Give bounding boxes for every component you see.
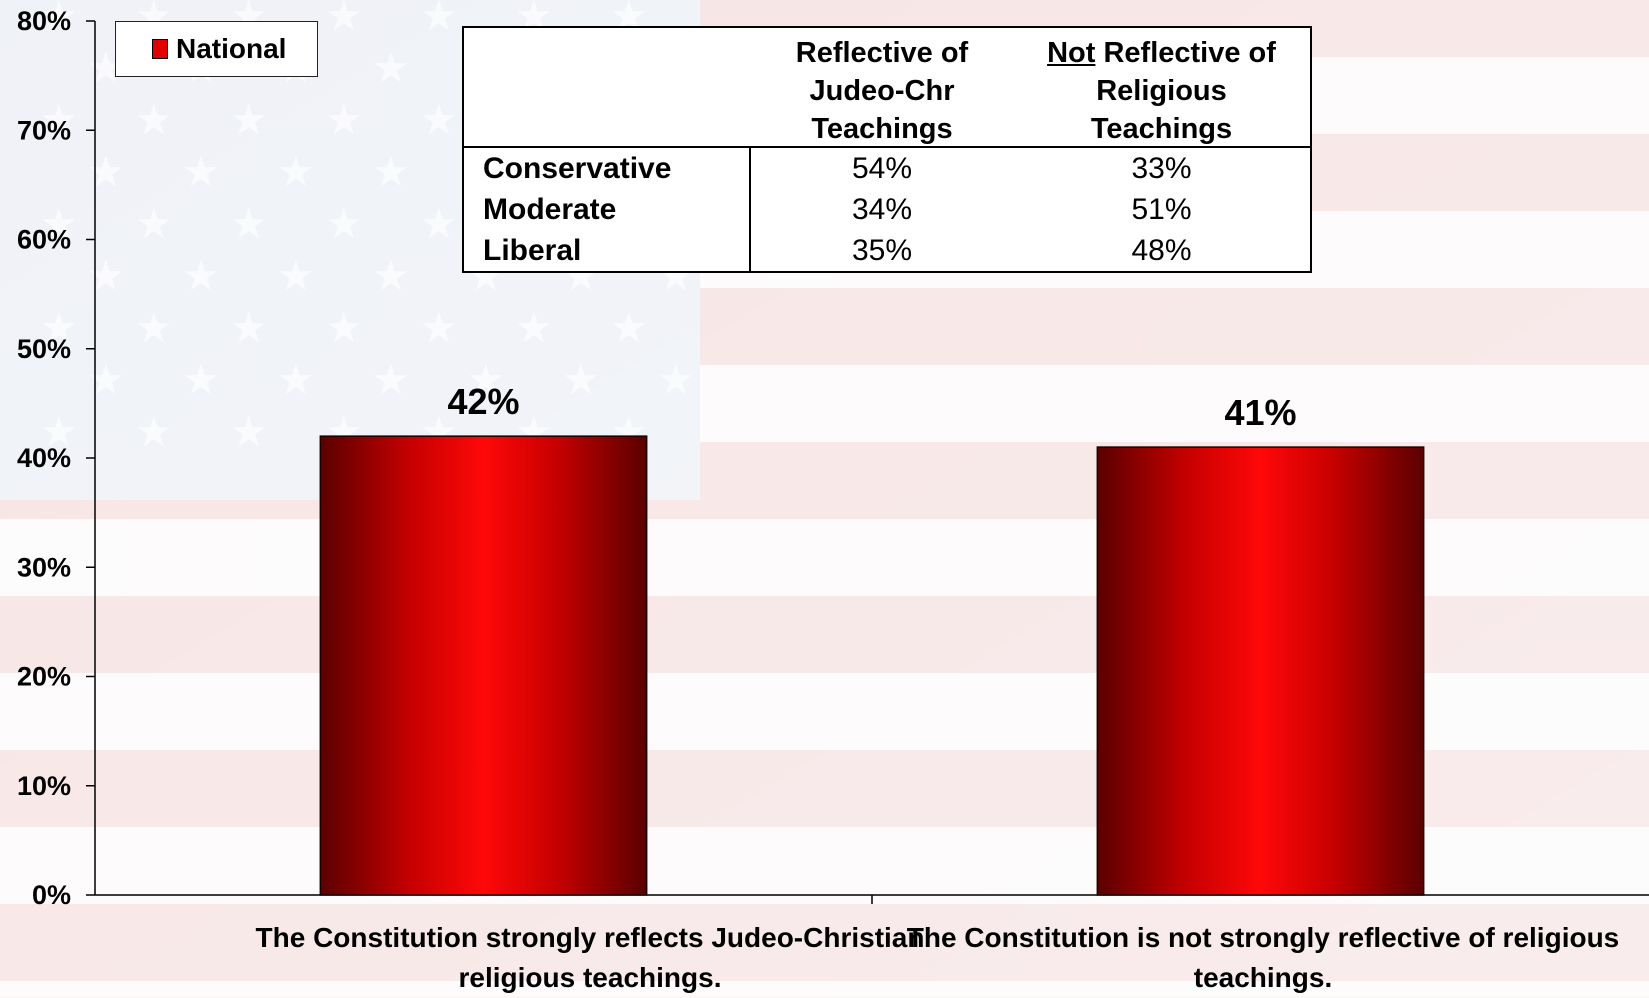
y-tick-label: 80% [17,6,71,36]
bar-national-1 [319,435,648,896]
chart-axes: 0% 10% 20% 30% 40% 50% 60% 70% 80% [17,6,1649,910]
header-line: Not Reflective of [1013,34,1310,72]
y-tick-label: 20% [17,662,71,692]
row-label-moderate: Moderate [464,189,751,230]
cell-liberal-not-reflective: 48% [1131,233,1192,267]
cell-moderate-reflective: 34% [851,192,913,226]
header-line: Teachings [1090,113,1233,145]
y-tick-label: 0% [32,880,71,910]
data-label-1: 42% [447,381,519,422]
table-header: Reflective of Judeo-Chr Teachings Not Re… [464,28,1310,148]
y-tick-label: 70% [17,115,71,145]
x-category-line: teachings. [1193,962,1333,993]
table-header-reflective: Reflective of Judeo-Chr Teachings [751,28,1013,146]
table-row: Liberal 35% 48% [464,230,1310,271]
bar-national-2 [1096,446,1425,896]
cell-conservative-not-reflective: 33% [1131,151,1192,185]
y-tick-label: 10% [17,771,71,801]
header-line: Religious [1096,75,1227,107]
table-row: Moderate 34% 51% [464,189,1310,230]
x-category-line: The Constitution is not strongly reflect… [906,922,1620,953]
cell-conservative-reflective: 54% [851,151,913,185]
header-line: Teachings [811,113,953,145]
x-category-line: The Constitution strongly reflects Judeo… [255,922,925,953]
y-tick-label: 40% [17,443,71,473]
ideology-table: Reflective of Judeo-Chr Teachings Not Re… [462,26,1312,273]
y-tick-label: 60% [17,225,71,255]
table-header-not-reflective: Not Reflective of Religious Teachings [1013,28,1310,146]
x-category-label-2: The Constitution is not strongly reflect… [893,918,1633,998]
chart-bars [319,435,1425,896]
chart-data-labels: 42% 41% [447,381,1296,433]
table-row: Conservative 54% 33% [464,148,1310,189]
header-line: Judeo-Chr [809,75,955,107]
header-line: Reflective of [795,37,969,69]
header-not-underlined: Not [1047,37,1096,69]
legend-label-national: National [176,33,287,64]
header-line-rest: Reflective of [1095,37,1276,69]
x-category-label-1: The Constitution strongly reflects Judeo… [220,918,960,998]
cell-liberal-reflective: 35% [851,233,913,267]
chart-legend: National [115,21,318,77]
row-label-conservative: Conservative [464,148,751,189]
legend-swatch-national [152,39,168,59]
y-tick-label: 50% [17,334,71,364]
data-label-2: 41% [1224,392,1296,433]
y-tick-label: 30% [17,552,71,582]
row-label-liberal: Liberal [464,230,751,271]
table-header-empty [464,28,751,146]
x-category-line: religious teachings. [458,962,722,993]
cell-moderate-not-reflective: 51% [1131,192,1192,226]
